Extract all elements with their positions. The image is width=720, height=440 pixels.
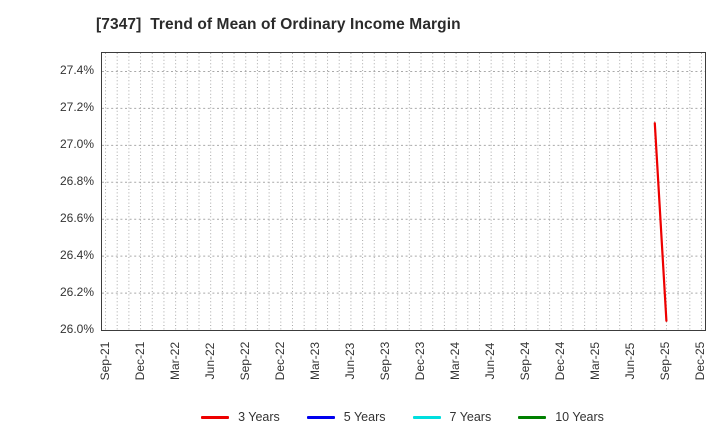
x-tick-label: Dec-22 <box>272 341 287 381</box>
plot-area <box>101 52 706 331</box>
x-tick-label: Sep-21 <box>97 341 112 381</box>
legend-label: 5 Years <box>343 410 386 424</box>
legend-entry-5-years: 5 Years <box>306 410 386 424</box>
x-tick-label: Dec-21 <box>132 341 147 381</box>
x-tick-label: Dec-24 <box>553 341 568 381</box>
legend-label: 7 Years <box>449 410 492 424</box>
y-tick-label: 27.2% <box>59 100 94 115</box>
x-tick-label: Mar-24 <box>448 341 463 381</box>
legend-label: 10 Years <box>555 410 604 424</box>
legend-entry-10-years: 10 Years <box>518 410 604 424</box>
legend-swatch <box>306 415 335 419</box>
x-tick-label: Jun-25 <box>623 342 638 380</box>
y-tick-label: 26.6% <box>59 211 94 226</box>
x-tick-label: Sep-25 <box>658 341 673 381</box>
legend: 3 Years 5 Years 7 Years 10 Years <box>101 407 704 427</box>
legend-swatch <box>412 415 441 419</box>
gridlines <box>102 53 705 330</box>
x-tick-label: Jun-23 <box>342 342 357 380</box>
legend-entry-3-years: 3 Years <box>201 410 280 424</box>
legend-swatch <box>518 415 547 419</box>
chart-title: [7347] Trend of Mean of Ordinary Income … <box>96 16 461 33</box>
y-tick-label: 26.0% <box>59 322 94 336</box>
x-tick-label: Mar-22 <box>167 341 182 381</box>
legend-label: 3 Years <box>238 410 280 424</box>
x-tick-label: Jun-24 <box>483 342 498 380</box>
x-tick-label: Sep-24 <box>518 341 533 381</box>
y-tick-label: 26.2% <box>59 285 94 300</box>
x-tick-label: Mar-25 <box>588 341 603 381</box>
x-tick-label: Sep-23 <box>377 341 392 381</box>
x-tick-label: Mar-23 <box>307 341 322 381</box>
y-tick-label: 26.8% <box>59 174 94 189</box>
x-tick-label: Sep-22 <box>237 341 252 381</box>
x-tick-label: Dec-25 <box>693 341 708 381</box>
legend-swatch <box>201 415 230 419</box>
x-tick-label: Dec-23 <box>413 341 428 381</box>
y-tick-label: 27.0% <box>59 137 94 152</box>
series-line-3-years <box>653 122 668 322</box>
y-tick-label: 26.4% <box>59 248 94 263</box>
y-tick-label: 27.4% <box>59 63 94 78</box>
x-tick-label: Jun-22 <box>202 342 217 380</box>
legend-entry-7-years: 7 Years <box>412 410 492 424</box>
plot-canvas <box>102 53 705 330</box>
